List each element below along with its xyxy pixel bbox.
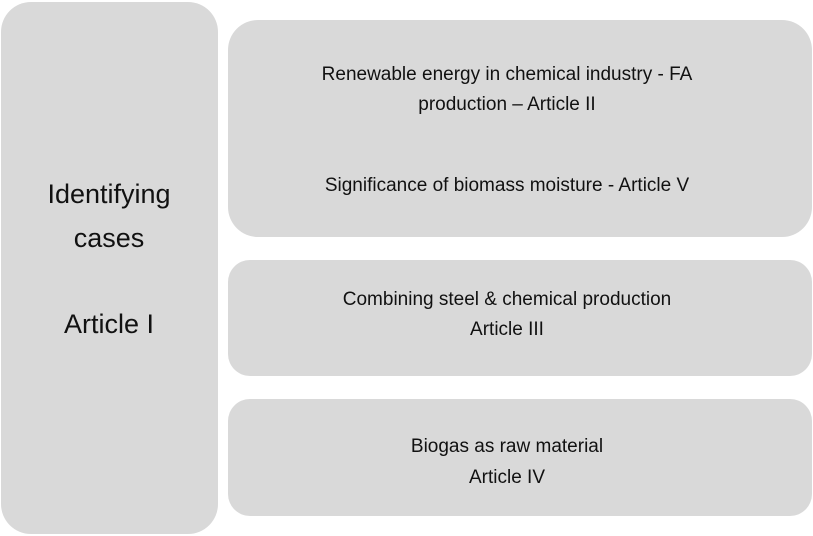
box-label: production – Article II [418, 94, 595, 115]
box-label: Combining steel & chemical production [343, 289, 671, 310]
box-label: Renewable energy in chemical industry - … [322, 64, 693, 85]
left-label: Identifying [47, 179, 170, 209]
box-label: Significance of biomass moisture - Artic… [325, 175, 690, 196]
left-label: cases [74, 223, 145, 253]
box [228, 399, 812, 516]
box-label: Article III [470, 319, 544, 340]
left-label: Article I [64, 309, 154, 339]
box [228, 20, 812, 237]
box [228, 260, 812, 376]
box-label: Biogas as raw material [411, 436, 603, 457]
box-label: Article IV [469, 467, 545, 488]
left-box [1, 2, 218, 534]
